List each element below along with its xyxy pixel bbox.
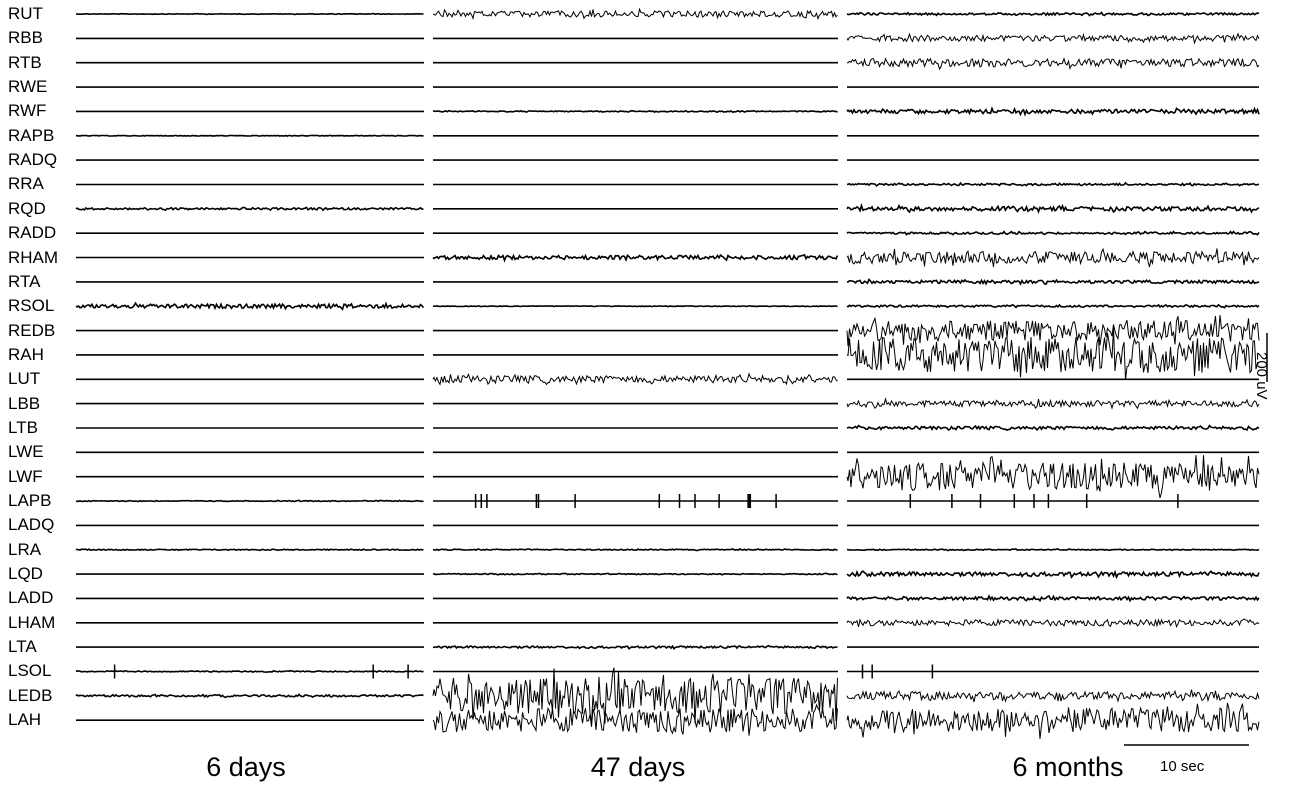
channel-label-lbb: LBB	[8, 393, 41, 413]
trace-1-lsol	[75, 669, 424, 674]
channel-label-lwf: LWF	[8, 466, 43, 486]
trace-3-lra	[846, 548, 1260, 552]
channel-label-lah: LAH	[8, 710, 42, 730]
trace-2-lqd	[432, 572, 838, 576]
panel-title-2: 47 days	[590, 752, 686, 782]
trace-3-rta	[846, 278, 1260, 286]
channel-label-lqd: LQD	[8, 564, 43, 584]
trace-1-lra	[75, 548, 424, 552]
channel-label-ltb: LTB	[8, 417, 38, 437]
channel-label-rra: RRA	[8, 174, 44, 194]
trace-3-lqd	[846, 569, 1260, 580]
trace-3-lah	[846, 702, 1260, 739]
trace-2-ledb	[432, 667, 838, 724]
channel-label-rapb: RAPB	[8, 125, 55, 145]
trace-1-lapb	[75, 499, 424, 503]
trace-3-rtb	[846, 57, 1260, 71]
trace-3-lbb	[846, 397, 1260, 410]
trace-3-rham	[846, 247, 1260, 268]
channel-label-lta: LTA	[8, 637, 37, 657]
trace-3-rsol	[846, 303, 1260, 309]
trace-2-lra	[432, 547, 838, 552]
trace-1-rqd	[75, 206, 424, 212]
channel-label-rut: RUT	[8, 4, 43, 23]
trace-3-ltb	[846, 424, 1260, 432]
channel-label-lra: LRA	[8, 539, 42, 559]
channel-label-rham: RHAM	[8, 247, 59, 267]
channel-label-lsol: LSOL	[8, 661, 52, 681]
trace-3-redb	[846, 315, 1260, 347]
channel-label-lapb: LAPB	[8, 491, 52, 510]
trace-2-rham	[432, 253, 839, 263]
trace-1-rsol	[75, 301, 425, 311]
panel-title-3: 6 months	[1012, 752, 1124, 782]
trace-3-lham	[846, 618, 1260, 628]
trace-2-rwf	[432, 109, 838, 114]
channel-label-rtb: RTB	[8, 52, 42, 72]
trace-2-lta	[432, 644, 838, 650]
trace-3-ladd	[846, 594, 1260, 603]
channel-label-radq: RADQ	[8, 150, 58, 170]
trace-2-lut	[432, 372, 838, 386]
trace-3-rqd	[846, 202, 1260, 214]
channel-label-rta: RTA	[8, 271, 41, 291]
channel-label-rwf: RWF	[8, 101, 47, 121]
panel-title-1: 6 days	[206, 752, 286, 782]
trace-3-radd	[846, 230, 1260, 236]
trace-2-lah	[432, 703, 838, 736]
channel-label-rwe: RWE	[8, 77, 48, 97]
trace-3-rbb	[846, 32, 1260, 45]
trace-1-rut	[75, 12, 424, 16]
channel-label-rsol: RSOL	[8, 296, 55, 316]
trace-2-rut	[432, 7, 838, 21]
trace-1-ledb	[75, 693, 424, 699]
channel-label-rqd: RQD	[8, 198, 46, 218]
amplitude-scale-label: 200 uV	[1253, 352, 1270, 400]
channel-label-ledb: LEDB	[8, 685, 53, 705]
channel-label-rbb: RBB	[8, 28, 43, 48]
trace-3-rut	[846, 11, 1260, 17]
trace-2-rsol	[432, 304, 838, 308]
channel-label-lham: LHAM	[8, 612, 56, 632]
channel-label-ladq: LADQ	[8, 515, 55, 535]
trace-3-rah	[846, 327, 1260, 380]
channel-label-lwe: LWE	[8, 442, 44, 462]
trace-3-ledb	[846, 689, 1260, 703]
channel-label-ladd: LADD	[8, 588, 54, 608]
time-scale-label: 10 sec	[1160, 758, 1205, 775]
trace-3-rra	[846, 181, 1260, 187]
channel-label-rah: RAH	[8, 344, 44, 364]
channel-label-redb: REDB	[8, 320, 56, 340]
channel-label-radd: RADD	[8, 223, 57, 243]
channel-label-lut: LUT	[8, 369, 41, 389]
trace-3-rwf	[846, 106, 1260, 117]
trace-1-rapb	[75, 134, 424, 137]
trace-3-lwf	[846, 455, 1260, 499]
